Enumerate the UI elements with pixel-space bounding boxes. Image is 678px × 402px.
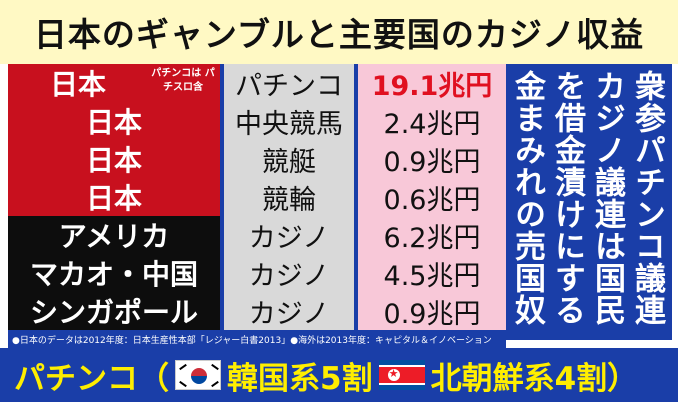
north-korea-flag-icon: ★ bbox=[378, 360, 425, 390]
pachinko-note: パチンコは パチスロ含 bbox=[151, 68, 215, 93]
country-cell: 日本 bbox=[8, 140, 220, 178]
country-cell: 日本 bbox=[8, 178, 220, 216]
revenue-cell: 0.9兆円 bbox=[358, 140, 506, 178]
vertical-message-panel: 衆参パチンコ議連 カジノ議連は国民 を借金漬けにする 金まみれの売国奴 bbox=[506, 64, 672, 340]
vertical-text-col3: を借金漬けにする bbox=[549, 70, 585, 326]
gambling-type-cell: カジノ bbox=[224, 254, 354, 292]
table-row: シンガポール カジノ 0.9兆円 bbox=[8, 292, 506, 330]
table-row: 日本 競艇 0.9兆円 bbox=[8, 140, 506, 178]
gambling-revenue-table: 日本 パチンコは パチスロ含 パチンコ 19.1兆円 日本 中央競馬 2.4兆円… bbox=[8, 64, 506, 334]
country-cell: アメリカ bbox=[8, 216, 220, 254]
country-cell: シンガポール bbox=[8, 292, 220, 330]
table-row: 日本 競輪 0.6兆円 bbox=[8, 178, 506, 216]
bottom-banner: パチンコ（ 韓国系5割 ★ 北朝鮮系4割） bbox=[0, 348, 678, 402]
banner-text-north-korea: 北朝鮮系4割） bbox=[430, 360, 639, 397]
revenue-cell: 0.6兆円 bbox=[358, 178, 506, 216]
south-korea-flag-icon bbox=[175, 360, 221, 390]
table-row: アメリカ カジノ 6.2兆円 bbox=[8, 216, 506, 254]
banner-text-korea: 韓国系5割 bbox=[227, 360, 373, 397]
gambling-type-cell: 競輪 bbox=[224, 178, 354, 216]
revenue-cell: 0.9兆円 bbox=[358, 292, 506, 330]
revenue-cell: 4.5兆円 bbox=[358, 254, 506, 292]
gambling-type-cell: 中央競馬 bbox=[224, 102, 354, 140]
gambling-type-cell: パチンコ bbox=[224, 64, 354, 102]
table-row: マカオ・中国 カジノ 4.5兆円 bbox=[8, 254, 506, 292]
vertical-text-col4: 金まみれの売国奴 bbox=[509, 70, 545, 326]
page-title: 日本のギャンブルと主要国のカジノ収益 bbox=[0, 0, 678, 64]
gambling-type-cell: カジノ bbox=[224, 292, 354, 330]
country-label: 日本 bbox=[49, 68, 106, 101]
gambling-type-cell: カジノ bbox=[224, 216, 354, 254]
banner-text-pachinko: パチンコ（ bbox=[14, 360, 169, 397]
source-footnote: ●日本のデータは2012年度：日本生産性本部「レジャー白書2013」●海外は20… bbox=[8, 334, 506, 348]
country-cell: 日本 bbox=[8, 102, 220, 140]
table-row: 日本 中央競馬 2.4兆円 bbox=[8, 102, 506, 140]
gambling-type-cell: 競艇 bbox=[224, 140, 354, 178]
revenue-cell: 19.1兆円 bbox=[358, 64, 506, 102]
vertical-text-col1: 衆参パチンコ議連 bbox=[629, 70, 665, 326]
vertical-text-col2: カジノ議連は国民 bbox=[589, 70, 625, 326]
table-row: 日本 パチンコは パチスロ含 パチンコ 19.1兆円 bbox=[8, 64, 506, 102]
revenue-cell: 6.2兆円 bbox=[358, 216, 506, 254]
revenue-cell: 2.4兆円 bbox=[358, 102, 506, 140]
country-cell: マカオ・中国 bbox=[8, 254, 220, 292]
country-cell: 日本 パチンコは パチスロ含 bbox=[8, 64, 220, 102]
